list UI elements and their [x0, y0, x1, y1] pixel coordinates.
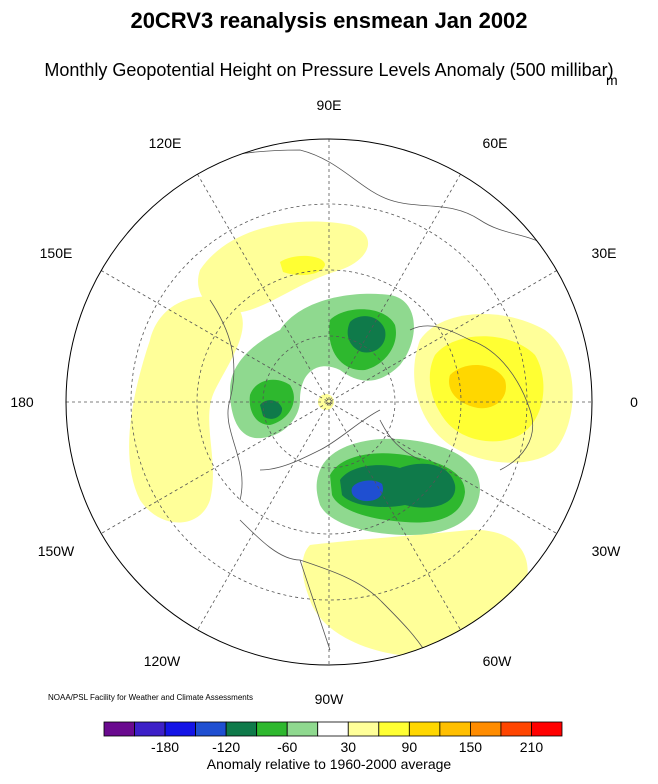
lon-label-90e: 90E [317, 97, 342, 113]
colorbar-tick-label: -180 [151, 739, 179, 755]
colorbar-swatch [225, 721, 258, 737]
colorbar-tick-label: 210 [520, 739, 544, 755]
lon-label-90w: 90W [315, 691, 345, 707]
lon-label-120w: 120W [144, 653, 181, 669]
colorbar-tick-label: 150 [459, 739, 483, 755]
colorbar-tick-label: 30 [340, 739, 356, 755]
colorbar-swatch [195, 721, 227, 737]
colorbar-swatch [469, 721, 502, 737]
lon-label-120e: 120E [149, 135, 182, 151]
colorbar-swatch [347, 721, 380, 737]
colorbar-swatch [164, 721, 196, 737]
anomaly-siberia-core [280, 255, 325, 276]
colorbar-tick-label: 90 [402, 739, 418, 755]
credit-text: NOAA/PSL Facility for Weather and Climat… [48, 693, 253, 702]
colorbar-swatches [103, 721, 563, 737]
lon-label-180: 180 [10, 394, 34, 410]
colorbar-swatch [531, 721, 563, 737]
anomaly-arctic-core [260, 316, 386, 419]
colorbar-swatch [439, 721, 471, 737]
lon-label-30e: 30E [592, 245, 617, 261]
colorbar-swatch [103, 721, 135, 737]
map-title: 20CRV3 reanalysis ensmean Jan 2002 [130, 8, 528, 33]
colorbar-swatch [256, 721, 288, 737]
colorbar-swatch [317, 721, 349, 737]
anomaly-europe-peak [449, 364, 506, 409]
lon-label-30w: 30W [592, 543, 622, 559]
colorbar-title: Anomaly relative to 1960-2000 average [206, 756, 452, 772]
units-label: m [606, 72, 618, 88]
anomaly-field [66, 139, 592, 665]
map-border [65, 138, 593, 666]
colorbar-swatch [408, 721, 441, 737]
map-subtitle: Monthly Geopotential Height on Pressure … [44, 60, 614, 80]
anomaly-pacific-positive [129, 296, 243, 523]
lon-label-150w: 150W [38, 543, 75, 559]
colorbar-swatch [134, 721, 166, 737]
lon-label-150e: 150E [40, 245, 73, 261]
colorbar-tick-label: -60 [277, 739, 297, 755]
lon-label-0: 0 [630, 394, 638, 410]
colorbar-swatch [378, 721, 410, 737]
colorbar-swatch [500, 721, 532, 737]
colorbar-tick-label: -120 [212, 739, 240, 755]
lon-label-60w: 60W [483, 653, 513, 669]
colorbar-ticks: -180 -120 -60 30 90 150 210 [151, 739, 543, 755]
lon-label-60e: 60E [483, 135, 508, 151]
colorbar-swatch [286, 721, 319, 737]
graticule [66, 139, 592, 665]
anomaly-greenland-peak [351, 480, 384, 502]
